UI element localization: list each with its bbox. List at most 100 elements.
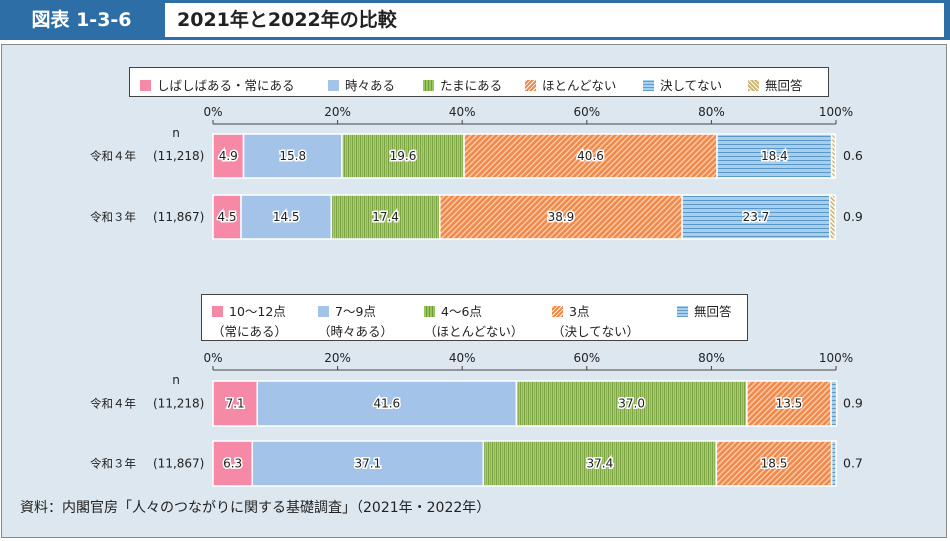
legend-label: 3点 xyxy=(569,304,590,319)
data-label: 18.5 xyxy=(761,457,788,471)
legend-item: 4～6点 （ほとんどない） xyxy=(424,301,523,340)
x-tick-label: 80% xyxy=(698,351,725,365)
bar-segment xyxy=(251,440,485,487)
legend-swatch-orange xyxy=(552,306,563,317)
legend-item: ほとんどない xyxy=(525,75,616,94)
legend-item: 3点 （決してない） xyxy=(552,301,639,340)
x-tick-label: 80% xyxy=(698,105,725,119)
data-label: 23.7 xyxy=(743,210,770,224)
legend-item: 7～9点 （時々ある） xyxy=(318,301,393,340)
legend-item: 決してない xyxy=(643,75,722,94)
legend-label: 決してない xyxy=(660,78,723,93)
legend-sublabel: （時々ある） xyxy=(318,324,394,339)
category-label: 令和３年 xyxy=(90,210,136,224)
data-label: 40.6 xyxy=(577,149,604,163)
data-label: 37.0 xyxy=(618,397,645,411)
data-label: 0.7 xyxy=(843,456,863,471)
legend-swatch-stripe-blue xyxy=(643,80,654,91)
legend-swatch-orange xyxy=(525,80,536,91)
bar-segment xyxy=(830,133,837,179)
legend-swatch-khaki xyxy=(748,80,759,91)
bar-segment xyxy=(716,133,833,179)
legend-swatch-pink xyxy=(212,306,223,317)
legend-label: たまにある xyxy=(440,78,503,93)
data-label: 4.9 xyxy=(219,149,238,163)
bar-segment xyxy=(256,380,518,427)
data-label: 0.6 xyxy=(843,148,863,163)
legend-sublabel: （決してない） xyxy=(552,324,640,339)
bar-segment xyxy=(212,133,245,179)
legend-swatch-pink xyxy=(140,80,151,91)
bar-segment xyxy=(515,380,748,427)
x-tick-label: 0% xyxy=(203,351,222,365)
legend-chart-2: 10～12点 （常にある） 7～9点 （時々ある） 4～6点 （ほとんどない） 3点 （… xyxy=(201,294,748,341)
data-label: 13.5 xyxy=(776,397,803,411)
figure-title: 2021年と2022年の比較 xyxy=(165,3,944,37)
legend-label: しばしばある・常にある xyxy=(157,78,295,93)
legend-swatch-light-blue xyxy=(318,306,329,317)
source-note: 資料：内閣官房「人々のつながりに関する基礎調査」（2021年・2022年） xyxy=(20,500,491,516)
n-value: (11,218) xyxy=(153,149,204,163)
data-label: 6.3 xyxy=(223,457,242,471)
data-label: 7.1 xyxy=(226,397,245,411)
legend-sublabel: （常にある） xyxy=(212,324,288,339)
n-value: (11,867) xyxy=(153,457,204,471)
legend-label: 4～6点 xyxy=(441,304,482,319)
figure-header: 図表 1-3-6 2021年と2022年の比較 xyxy=(0,0,950,40)
x-tick-label: 40% xyxy=(449,351,476,365)
data-label: 38.9 xyxy=(548,210,575,224)
legend-label: ほとんどない xyxy=(542,78,617,93)
data-label: 19.6 xyxy=(390,149,417,163)
legend-swatch-green xyxy=(423,80,434,91)
bar-segment xyxy=(830,380,838,427)
bar-segment xyxy=(212,194,242,240)
legend-swatch-stripe-blue xyxy=(677,306,688,317)
x-tick-label: 60% xyxy=(573,105,600,119)
x-tick-label: 0% xyxy=(203,105,222,119)
data-label: 37.1 xyxy=(354,457,381,471)
legend-item: 10～12点 （常にある） xyxy=(212,301,287,340)
legend-item: しばしばある・常にある xyxy=(140,75,295,94)
category-label: 令和４年 xyxy=(90,397,136,411)
data-label: 37.4 xyxy=(587,457,614,471)
data-label: 0.9 xyxy=(843,209,863,224)
legend-item: たまにある xyxy=(423,75,502,94)
x-tick-label: 100% xyxy=(819,105,853,119)
x-tick-label: 20% xyxy=(324,351,351,365)
legend-item: 無回答 xyxy=(748,75,803,94)
n-value: (11,867) xyxy=(153,210,204,224)
legend-item: 時々ある xyxy=(328,75,395,94)
bar-segment xyxy=(746,380,832,427)
n-header: n xyxy=(172,373,180,387)
x-tick-label: 40% xyxy=(449,105,476,119)
legend-label: 10～12点 xyxy=(229,304,286,319)
legend-sublabel: （ほとんどない） xyxy=(424,324,524,339)
x-tick-label: 20% xyxy=(324,105,351,119)
n-header: n xyxy=(172,126,180,140)
data-label: 17.4 xyxy=(372,210,399,224)
data-label: 15.8 xyxy=(279,149,306,163)
data-label: 14.5 xyxy=(273,210,300,224)
category-label: 令和３年 xyxy=(90,457,136,471)
legend-label: 7～9点 xyxy=(335,304,376,319)
legend-swatch-green xyxy=(424,306,435,317)
x-tick-label: 100% xyxy=(819,351,853,365)
legend-label: 無回答 xyxy=(765,78,803,93)
bar-segment xyxy=(829,194,837,240)
bar-segment xyxy=(242,133,343,179)
n-value: (11,218) xyxy=(153,397,204,411)
data-label: 41.6 xyxy=(373,397,400,411)
figure-number: 図表 1-3-6 xyxy=(31,9,132,31)
legend-swatch-light-blue xyxy=(328,80,339,91)
legend-item: 無回答 xyxy=(677,301,732,320)
x-tick-label: 60% xyxy=(573,351,600,365)
data-label: 4.5 xyxy=(217,210,236,224)
category-label: 令和４年 xyxy=(90,149,136,163)
data-label: 18.4 xyxy=(761,149,788,163)
bar-segment xyxy=(439,194,683,240)
legend-label: 時々ある xyxy=(345,78,396,93)
legend-label: 無回答 xyxy=(694,304,732,319)
bar-segment xyxy=(830,440,837,487)
data-label: 0.9 xyxy=(843,396,863,411)
